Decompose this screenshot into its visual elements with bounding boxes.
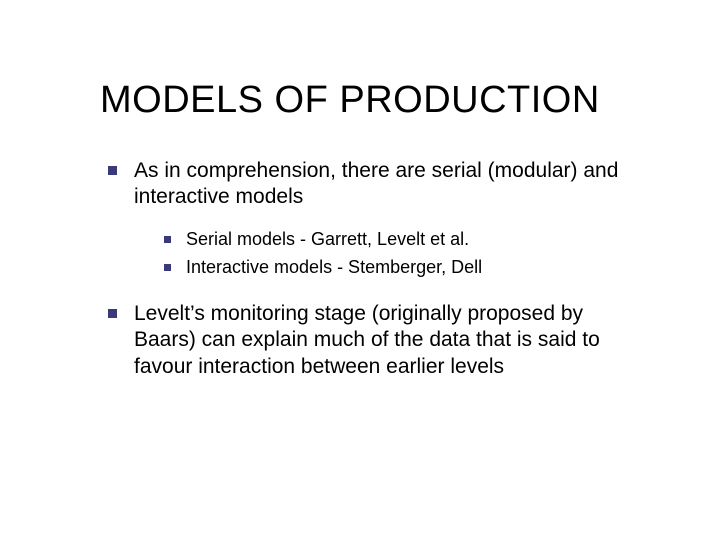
list-item-text: As in comprehension, there are serial (m…: [134, 159, 618, 208]
bullet-list-level2: Serial models - Garrett, Levelt et al. I…: [158, 228, 650, 279]
list-item-text: Levelt’s monitoring stage (originally pr…: [134, 302, 600, 378]
list-item: Levelt’s monitoring stage (originally pr…: [100, 301, 650, 380]
slide-title: MODELS OF PRODUCTION: [100, 80, 660, 122]
list-item: Serial models - Garrett, Levelt et al.: [158, 228, 650, 251]
list-item: As in comprehension, there are serial (m…: [100, 158, 650, 279]
slide: MODELS OF PRODUCTION As in comprehension…: [0, 0, 720, 540]
list-item-text: Serial models - Garrett, Levelt et al.: [186, 229, 469, 249]
bullet-list-level1: As in comprehension, there are serial (m…: [100, 158, 650, 380]
list-item: Interactive models - Stemberger, Dell: [158, 256, 650, 279]
list-item-text: Interactive models - Stemberger, Dell: [186, 257, 482, 277]
